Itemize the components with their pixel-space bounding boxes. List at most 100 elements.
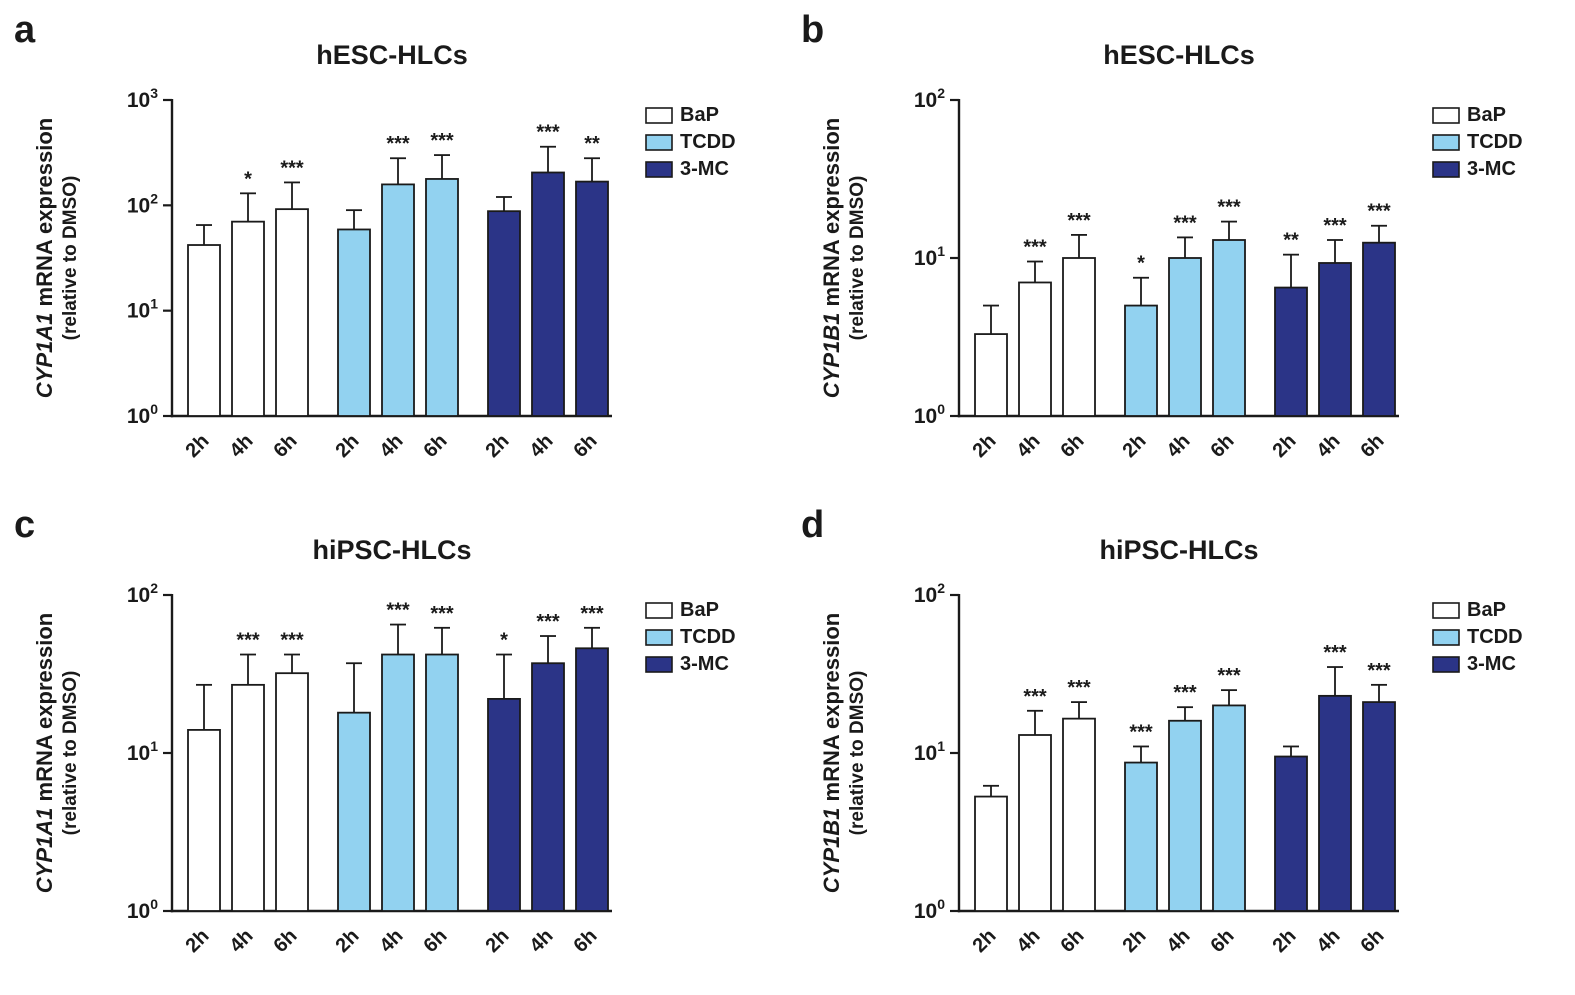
x-tick-label: 2h	[481, 925, 513, 957]
legend-swatch-TCDD	[645, 629, 673, 646]
panel-letter: a	[14, 9, 36, 51]
significance-stars: ***	[1367, 660, 1391, 682]
x-tick-label: 4h	[525, 925, 557, 957]
significance-stars: *	[1137, 253, 1145, 275]
x-tick-label: 4h	[1162, 430, 1194, 462]
bar-TCDD-2h	[337, 711, 371, 912]
x-tick-label: 2h	[181, 925, 213, 957]
significance-stars: ***	[1217, 665, 1241, 687]
x-tick-label: 2h	[1268, 430, 1300, 462]
bar-3-MC-6h	[575, 647, 609, 912]
x-tick-label: 4h	[225, 925, 257, 957]
bar-TCDD-2h	[1124, 304, 1158, 417]
legend-label: TCDD	[680, 131, 736, 153]
x-tick-label: 2h	[331, 430, 363, 462]
y-tick-label: 100	[127, 401, 158, 428]
significance-stars: **	[1283, 230, 1299, 252]
bar-3-MC-2h	[1274, 755, 1308, 912]
significance-stars: ***	[280, 630, 304, 652]
chart-panel-c: c hiPSC-HLCs 100 101 102 CYP1A1 mRNA expressi…	[14, 504, 736, 957]
significance-stars: ***	[580, 603, 604, 625]
y-tick-label: 102	[914, 580, 945, 607]
legend-label: 3-MC	[1467, 158, 1516, 180]
bar-BaP-6h	[275, 672, 309, 912]
y-tick-label: 100	[127, 896, 158, 923]
bar-3-MC-4h	[531, 171, 565, 417]
x-tick-label: 6h	[419, 430, 451, 462]
x-tick-label: 6h	[1206, 430, 1238, 462]
bar-BaP-4h	[231, 683, 265, 912]
x-tick-label: 6h	[1356, 430, 1388, 462]
legend-swatch-BaP	[645, 107, 673, 124]
significance-stars: ***	[1367, 201, 1391, 223]
significance-stars: ***	[1129, 721, 1153, 743]
x-tick-label: 6h	[269, 430, 301, 462]
y-tick-label: 102	[127, 190, 158, 217]
significance-stars: ***	[280, 157, 304, 179]
significance-stars: ***	[1023, 237, 1047, 259]
bar-TCDD-4h	[1168, 257, 1202, 417]
significance-stars: ***	[236, 630, 260, 652]
y-tick-label: 101	[914, 243, 945, 270]
significance-stars: **	[584, 133, 600, 155]
bar-TCDD-6h	[1212, 239, 1246, 417]
significance-stars: ***	[430, 130, 454, 152]
panel-letter: b	[801, 9, 824, 51]
significance-stars: ***	[1023, 686, 1047, 708]
panel-letter: c	[14, 504, 35, 546]
x-tick-label: 2h	[331, 925, 363, 957]
bar-3-MC-4h	[531, 662, 565, 912]
significance-stars: ***	[1067, 677, 1091, 699]
significance-stars: ***	[1067, 210, 1091, 232]
bar-BaP-4h	[231, 220, 265, 417]
legend-label: TCDD	[1467, 131, 1523, 153]
panel-b: b hESC-HLCs 100 101 102 CYP1B1 mRNA expressio…	[787, 0, 1575, 495]
significance-stars: ***	[386, 133, 410, 155]
panel-d: d hiPSC-HLCs 100 101 102 CYP1B1 mRNA expressi…	[787, 495, 1575, 991]
legend-label: TCDD	[1467, 626, 1523, 648]
y-axis-label: CYP1B1 mRNA expression (relative to DMSO)	[819, 613, 868, 893]
bar-BaP-6h	[1062, 717, 1096, 912]
chart-title: hiPSC-HLCs	[1099, 535, 1258, 565]
x-tick-label: 2h	[968, 430, 1000, 462]
y-axis-label: CYP1B1 mRNA expression (relative to DMSO)	[819, 118, 868, 398]
y-tick-label: 102	[127, 580, 158, 607]
legend-label: TCDD	[680, 626, 736, 648]
bar-3-MC-2h	[487, 697, 521, 912]
x-tick-label: 4h	[1312, 430, 1344, 462]
legend-label: 3-MC	[680, 653, 729, 675]
legend-swatch-BaP	[1432, 602, 1460, 619]
chart-panel-b: b hESC-HLCs 100 101 102 CYP1B1 mRNA expressio…	[801, 9, 1523, 462]
x-tick-label: 2h	[181, 430, 213, 462]
legend-swatch-3-MC	[645, 656, 673, 673]
bar-3-MC-6h	[1362, 241, 1396, 417]
bar-TCDD-4h	[1168, 719, 1202, 912]
significance-stars: ***	[430, 603, 454, 625]
y-tick-label: 101	[127, 296, 158, 323]
bar-3-MC-4h	[1318, 262, 1352, 417]
y-tick-label: 101	[127, 738, 158, 765]
legend-label: 3-MC	[1467, 653, 1516, 675]
legend-swatch-3-MC	[1432, 656, 1460, 673]
bar-TCDD-4h	[381, 653, 415, 912]
x-tick-label: 4h	[225, 430, 257, 462]
bar-3-MC-2h	[487, 210, 521, 417]
bar-BaP-6h	[1062, 257, 1096, 417]
legend-swatch-TCDD	[1432, 629, 1460, 646]
panel-letter: d	[801, 504, 824, 546]
x-tick-label: 6h	[1356, 925, 1388, 957]
legend-swatch-3-MC	[1432, 161, 1460, 178]
svg-text:(relative to DMSO): (relative to DMSO)	[60, 176, 81, 341]
x-tick-label: 6h	[1056, 430, 1088, 462]
panel-c: c hiPSC-HLCs 100 101 102 CYP1A1 mRNA expressi…	[0, 495, 787, 991]
panel-a: a hESC-HLCs 100 101 102 103 CYP1A1 mRNA expres…	[0, 0, 787, 495]
x-tick-label: 6h	[269, 925, 301, 957]
x-tick-label: 6h	[569, 430, 601, 462]
bar-TCDD-2h	[337, 228, 371, 417]
significance-stars: *	[500, 630, 508, 652]
significance-stars: ***	[1323, 642, 1347, 664]
chart-panel-d: d hiPSC-HLCs 100 101 102 CYP1B1 mRNA expressi…	[801, 504, 1523, 957]
legend-label: BaP	[680, 599, 719, 621]
chart-panel-a: a hESC-HLCs 100 101 102 103 CYP1A1 mRNA expres…	[14, 9, 736, 462]
